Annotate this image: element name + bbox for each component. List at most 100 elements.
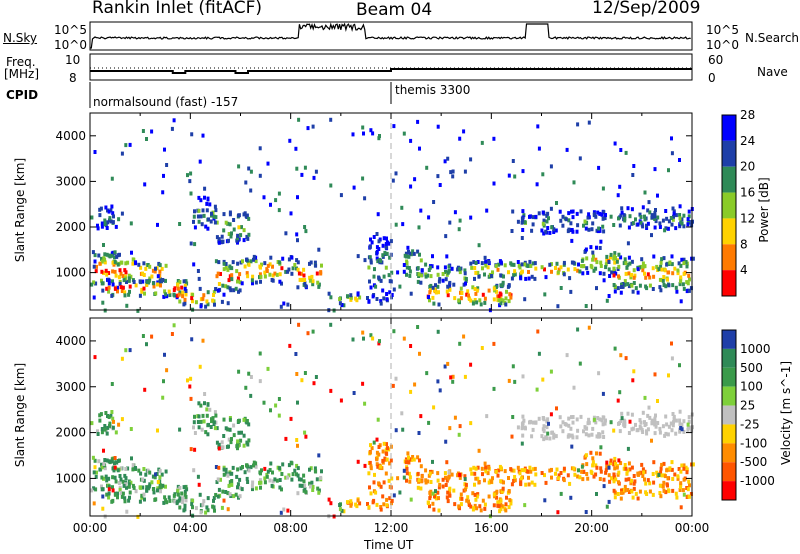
power-echo <box>388 279 392 284</box>
velocity-echo <box>369 491 373 496</box>
velocity-echo <box>110 382 114 386</box>
power-echo <box>664 209 668 213</box>
velocity-echo <box>652 460 656 465</box>
velocity-echo <box>666 483 669 488</box>
velocity-echo <box>662 488 666 493</box>
power-echo <box>449 170 453 175</box>
power-colorbar-tick: 20 <box>740 160 755 174</box>
velocity-echo <box>194 506 198 511</box>
velocity-echo <box>549 369 553 374</box>
power-echo <box>682 257 686 262</box>
velocity-echo <box>232 433 236 438</box>
velocity-echo <box>507 378 511 383</box>
power-echo <box>391 178 395 183</box>
velocity-echo <box>214 413 218 418</box>
power-echo <box>602 210 606 215</box>
power-echo <box>165 163 169 167</box>
velocity-echo <box>391 383 395 388</box>
power-echo <box>627 271 631 276</box>
power-echo <box>599 239 603 244</box>
velocity-echo <box>119 490 123 495</box>
nsearch-tick-bottom: 10^0 <box>706 38 739 52</box>
power-echo <box>672 211 676 216</box>
power-echo <box>369 258 373 263</box>
velocity-echo <box>117 422 121 427</box>
power-echo <box>662 256 666 261</box>
velocity-echo <box>689 492 693 496</box>
velocity-echo <box>571 415 575 419</box>
velocity-echo <box>262 400 266 405</box>
velocity-echo <box>602 484 606 489</box>
velocity-echo <box>605 463 609 468</box>
velocity-echo <box>559 424 563 429</box>
velocity-echo <box>278 466 282 471</box>
power-echo <box>581 264 585 269</box>
power-echo <box>202 293 206 298</box>
power-echo <box>520 236 524 240</box>
velocity-echo <box>102 476 105 481</box>
power-colorbar-cell <box>722 115 736 141</box>
power-echo <box>628 214 632 219</box>
power-echo <box>113 250 117 255</box>
velocity-echo <box>682 466 686 471</box>
power-echo <box>639 220 643 225</box>
power-echo <box>375 256 379 261</box>
power-echo <box>446 284 450 289</box>
power-echo <box>141 279 145 284</box>
power-echo <box>242 238 246 243</box>
power-echo <box>626 241 630 246</box>
power-echo <box>513 174 517 179</box>
velocity-echo <box>247 371 251 376</box>
velocity-echo <box>418 458 421 463</box>
power-echo <box>505 289 508 294</box>
velocity-echo <box>507 489 511 493</box>
velocity-echo <box>101 494 105 499</box>
velocity-echo <box>581 469 585 474</box>
power-echo <box>281 256 285 261</box>
velocity-echo <box>308 467 311 472</box>
power-echo <box>235 269 239 274</box>
power-echo <box>549 164 553 169</box>
power-echo <box>484 263 488 268</box>
velocity-echo <box>168 498 172 503</box>
power-echo <box>116 285 119 290</box>
velocity-echo <box>604 468 608 473</box>
velocity-echo <box>536 329 540 334</box>
power-echo <box>558 209 562 214</box>
velocity-echo <box>90 488 94 493</box>
velocity-echo <box>361 330 365 335</box>
power-echo <box>224 284 228 289</box>
velocity-echo <box>269 461 273 466</box>
velocity-echo <box>684 465 688 470</box>
power-echo <box>128 142 132 147</box>
power-echo <box>199 304 203 309</box>
velocity-echo <box>183 503 187 508</box>
velocity-xtick-label: 20:00 <box>574 521 609 535</box>
power-echo <box>550 225 554 230</box>
power-echo <box>404 254 408 259</box>
velocity-echo <box>103 424 107 428</box>
power-echo <box>110 253 114 258</box>
power-panel-data <box>90 117 695 313</box>
power-echo <box>237 213 240 218</box>
power-echo <box>662 275 666 279</box>
power-echo <box>113 286 117 291</box>
velocity-echo <box>205 413 209 418</box>
velocity-echo <box>103 466 107 471</box>
power-echo <box>541 210 545 215</box>
power-echo <box>474 291 478 296</box>
velocity-echo <box>385 503 389 508</box>
power-echo <box>451 169 455 174</box>
velocity-echo <box>612 428 616 433</box>
velocity-echo <box>561 420 565 425</box>
velocity-echo <box>181 496 185 501</box>
velocity-echo <box>281 462 285 467</box>
power-echo <box>275 272 279 277</box>
velocity-echo <box>263 466 267 471</box>
velocity-echo <box>130 456 133 461</box>
power-echo <box>632 164 636 168</box>
power-echo <box>163 147 166 152</box>
velocity-echo <box>552 432 556 437</box>
power-echo <box>295 258 299 263</box>
